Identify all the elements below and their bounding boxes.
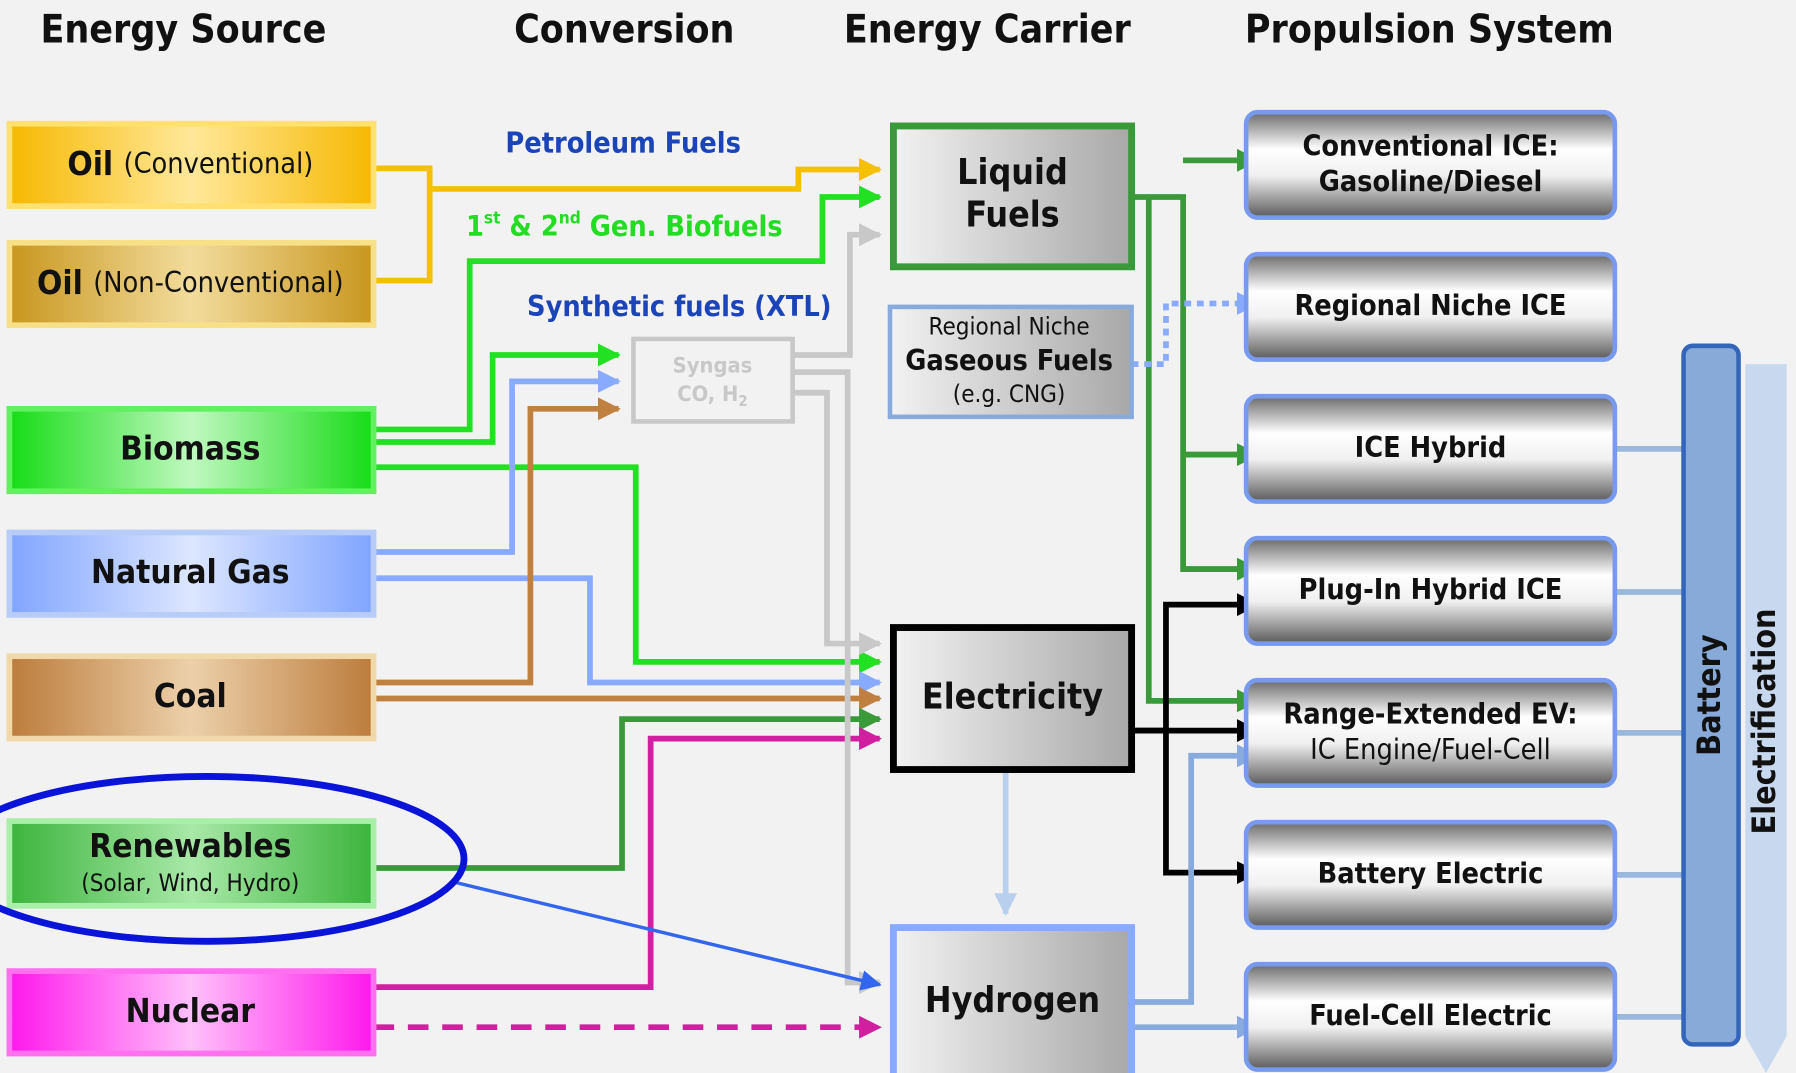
text-part: CO, H [677, 382, 738, 407]
conversion-label: 1st & 2nd Gen. Biofuels [466, 209, 783, 243]
battery-bar [1681, 343, 1741, 1047]
text-part: Oil [37, 262, 83, 301]
text-part: (Conventional) [124, 146, 314, 180]
source-label: Biomass [120, 429, 260, 468]
source-label: Renewables [89, 826, 291, 865]
shape [792, 369, 882, 994]
shape [373, 575, 882, 694]
carrier-label: Fuels [965, 194, 1059, 235]
carrier-box [889, 122, 1136, 271]
carrier-label: Gaseous Fuels [905, 343, 1113, 377]
source-label: Nuclear [126, 991, 256, 1030]
highlight-ellipse [0, 772, 468, 945]
syngas-label: Syngas [673, 353, 753, 378]
syngas-box [631, 336, 795, 424]
source-box [6, 529, 377, 618]
propulsion-label: Range-Extended EV: [1283, 697, 1577, 731]
conversion-label: Synthetic fuels (XTL) [527, 289, 831, 323]
shape [373, 707, 882, 871]
shape [429, 158, 882, 192]
carrier-label: Regional Niche [929, 313, 1090, 341]
carrier-box [889, 924, 1136, 1073]
propulsion-label: Conventional ICE: [1302, 129, 1558, 163]
propulsion-label: Plug-In Hybrid ICE [1299, 572, 1563, 606]
battery-label: Battery [1690, 634, 1728, 756]
carrier-label: (e.g. CNG) [953, 380, 1066, 408]
propulsion: Conventional ICE:Gasoline/Diesel Regional… [1243, 109, 1618, 1072]
shape [373, 369, 621, 555]
shape [373, 165, 433, 284]
shape [1614, 446, 1684, 1020]
source-box [6, 405, 377, 495]
propulsion-box [1243, 251, 1618, 362]
carrier-box [889, 624, 1136, 773]
header: Propulsion System [1245, 8, 1614, 53]
carrier-label: Hydrogen [925, 980, 1100, 1021]
carrier-label: Electricity [922, 677, 1103, 718]
shape [792, 389, 882, 656]
shape [1131, 744, 1260, 1005]
propulsion-box [1243, 961, 1618, 1072]
propulsion-box [1243, 109, 1618, 220]
propulsion-label: Battery Electric [1318, 856, 1544, 890]
text-part: nd [559, 209, 581, 229]
propulsion-box [1243, 819, 1618, 930]
shape [1163, 730, 1260, 885]
propulsion-label: Regional Niche ICE [1294, 288, 1566, 322]
source-box [6, 120, 377, 209]
propulsion-box [1243, 677, 1618, 788]
header: Energy Carrier [844, 8, 1132, 53]
text-part: Oil [67, 143, 113, 182]
text-part: & 2 [500, 209, 558, 243]
header: Energy Source [40, 8, 326, 53]
source-label: Coal [154, 676, 227, 715]
propulsion-label: IC Engine/Fuel-Cell [1310, 732, 1551, 766]
shape [373, 727, 882, 990]
text-part: Gen. Biofuels [581, 209, 783, 243]
source-sub: (Solar, Wind, Hydro) [81, 869, 299, 897]
source-label: Oil (Conventional) [67, 143, 313, 182]
shape [373, 343, 621, 445]
source-box [6, 653, 377, 742]
electrification-arrow [1745, 364, 1787, 1073]
shape [792, 223, 882, 358]
connectors [373, 148, 1684, 1039]
shape [373, 397, 621, 686]
syngas-label: CO, H2 [677, 382, 747, 410]
propulsion-label: Fuel-Cell Electric [1309, 998, 1552, 1032]
source-label: Natural Gas [91, 552, 290, 591]
carrier-box [887, 304, 1134, 420]
sources: Oil (Conventional) Oil (Non-Conventional… [6, 120, 377, 1057]
source-box [6, 239, 377, 329]
text-part: 2 [738, 392, 747, 410]
propulsion-box [1243, 393, 1618, 504]
electrification-label: Electrification [1745, 608, 1783, 834]
text-part: 1 [466, 209, 484, 243]
text-part: st [484, 209, 501, 229]
carrier-label: Liquid [957, 152, 1068, 193]
shape [373, 464, 882, 674]
shape [452, 880, 882, 991]
conversion-label: Petroleum Fuels [505, 125, 740, 159]
source-box [6, 818, 377, 909]
propulsion-box [1243, 535, 1618, 646]
text-part: (Non-Conventional) [93, 265, 343, 299]
source-label: Oil (Non-Conventional) [37, 262, 344, 301]
propulsion-label: Gasoline/Diesel [1319, 164, 1543, 198]
shape [373, 185, 882, 433]
header: Conversion [514, 8, 734, 53]
shape [1131, 292, 1260, 368]
source-box [6, 968, 377, 1057]
propulsion-label: ICE Hybrid [1355, 430, 1507, 464]
